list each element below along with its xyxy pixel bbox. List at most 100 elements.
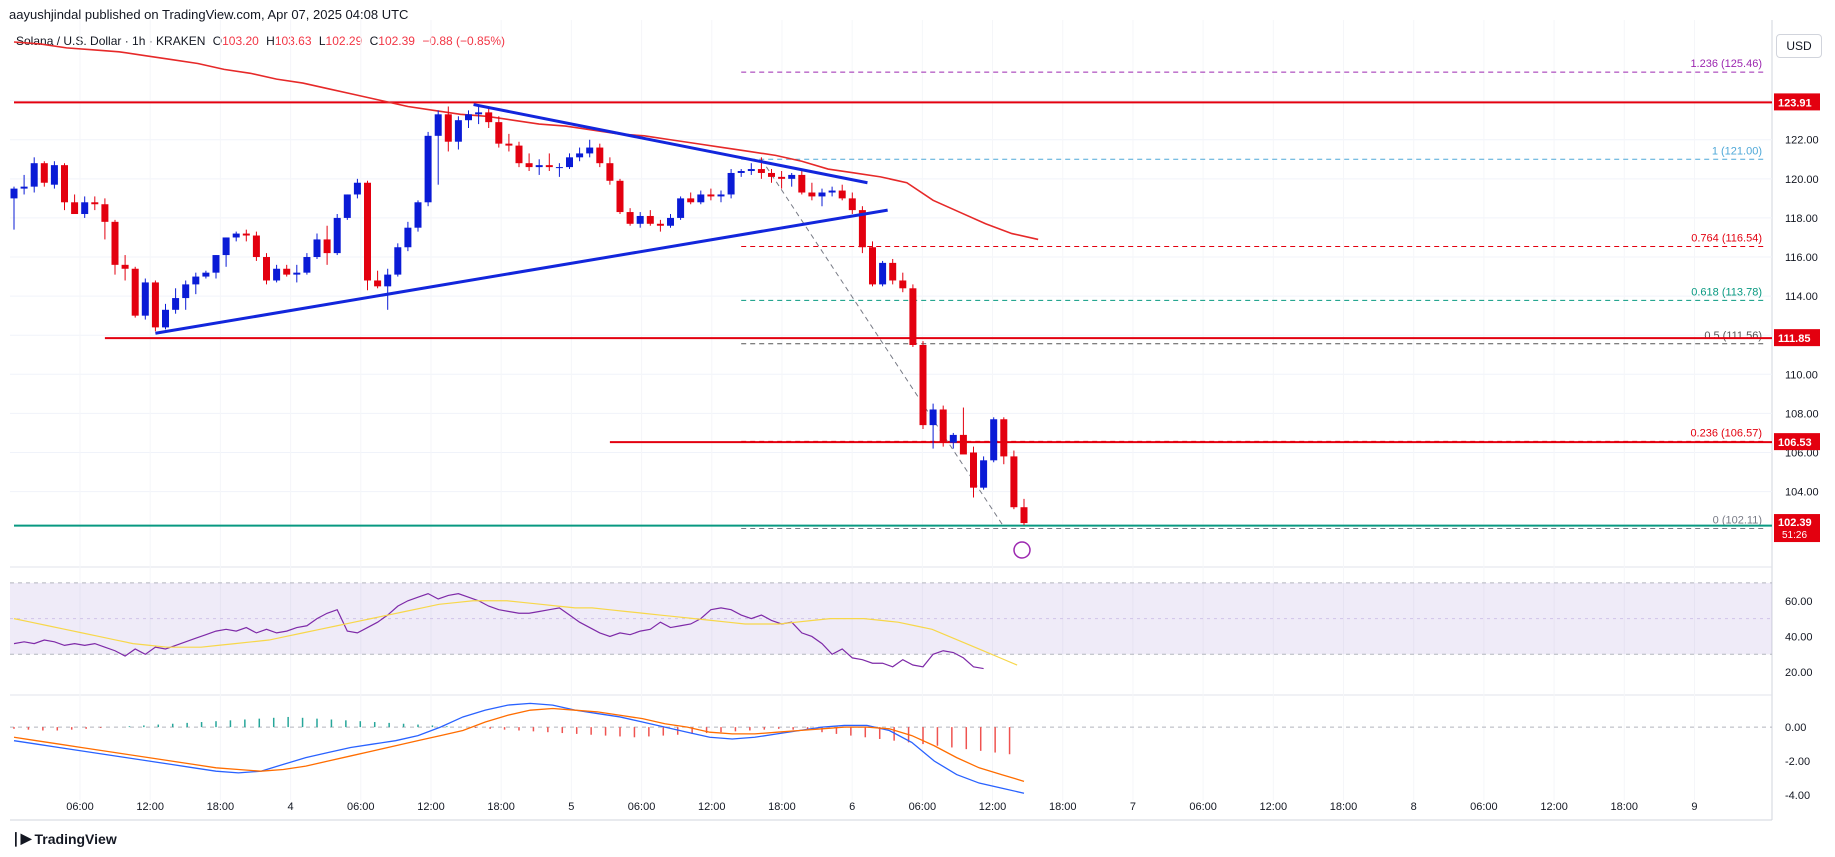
- x-tick-label: 4: [288, 801, 294, 813]
- candle-body: [646, 215, 654, 224]
- candle-body: [40, 163, 48, 183]
- lightning-icon: [1013, 541, 1031, 559]
- x-tick-label: 6: [849, 801, 855, 813]
- trendline: [155, 208, 888, 335]
- y-tick-label: 118.00: [1785, 213, 1818, 225]
- current-price-tag: [1774, 514, 1820, 543]
- candle-body: [768, 172, 775, 177]
- rsi-tick-label: 60.00: [1785, 596, 1813, 608]
- x-tick-label: 12:00: [1540, 801, 1568, 813]
- rsi-line: [13, 592, 984, 670]
- panes-layer: [10, 582, 1772, 794]
- candle-body: [1010, 456, 1018, 508]
- y-tick-label: 114.00: [1785, 291, 1818, 303]
- candle-body: [909, 288, 917, 345]
- candle-body: [707, 194, 715, 197]
- candle-body: [273, 268, 281, 281]
- level-tag-label: 106.53: [1778, 437, 1812, 449]
- open-label: O: [212, 34, 223, 48]
- close-label: C: [369, 34, 379, 48]
- candle-body: [677, 198, 685, 218]
- y-tick-label: 122.00: [1785, 135, 1819, 147]
- candle-body: [596, 147, 604, 164]
- close-value: 102.39: [378, 34, 415, 48]
- level-tag: [1774, 329, 1820, 347]
- x-tick-label: 18:00: [1611, 801, 1639, 813]
- candle-body: [515, 145, 523, 164]
- macd-tick-label: 0.00: [1785, 722, 1806, 734]
- candle-body: [263, 257, 270, 281]
- y-tick-label: 108.00: [1785, 408, 1819, 420]
- candle-body: [858, 210, 866, 248]
- fib-level-label: 1.236 (125.46): [1690, 58, 1762, 70]
- candle-body: [747, 169, 755, 172]
- candle-body: [899, 280, 907, 289]
- currency-selector[interactable]: USD: [1776, 34, 1822, 58]
- candle-body: [980, 460, 988, 488]
- candle-body: [818, 192, 826, 197]
- candle-body: [717, 194, 725, 197]
- candle-body: [1020, 507, 1028, 524]
- candle-body: [656, 223, 664, 226]
- candle-body: [990, 419, 998, 461]
- candle-body: [20, 186, 28, 189]
- candle-body: [81, 202, 89, 215]
- candle-body: [919, 344, 927, 426]
- candle-body: [323, 239, 331, 254]
- rsi-ma-line: [13, 600, 1018, 666]
- x-tick-label: 18:00: [207, 801, 235, 813]
- y-tick-label: 116.00: [1785, 252, 1818, 264]
- rsi-tick-label: 40.00: [1785, 631, 1813, 643]
- footer-brand: TradingView: [34, 830, 117, 847]
- candle-body: [838, 190, 846, 199]
- axis-layer: 104.00106.00108.00110.00112.00114.00116.…: [66, 93, 1820, 813]
- candle-body: [101, 204, 109, 222]
- candle-body: [141, 282, 149, 316]
- candle-body: [697, 194, 705, 203]
- change-value: −0.88 (−0.85%): [422, 34, 506, 48]
- rsi-band: [10, 582, 1772, 655]
- candle-body: [869, 247, 876, 285]
- x-tick-label: 06:00: [1189, 801, 1217, 813]
- candle-body: [576, 153, 584, 158]
- high-label: H: [266, 34, 275, 48]
- tradingview-footer[interactable]: ❘▶ TradingView: [10, 830, 117, 847]
- candle-body: [202, 272, 210, 277]
- candle-body: [242, 233, 250, 236]
- candle-body: [364, 182, 371, 281]
- current-price-label: 102.39: [1778, 517, 1812, 529]
- symbol-name[interactable]: Solana / U.S. Dollar · 1h · KRAKEN: [16, 34, 206, 48]
- candle-body: [485, 112, 493, 123]
- x-tick-label: 06:00: [1470, 801, 1498, 813]
- candle-body: [404, 227, 412, 248]
- level-tag-label: 123.91: [1778, 97, 1812, 109]
- candle-body: [232, 233, 240, 238]
- candle-body: [626, 212, 634, 224]
- high-value: 103.63: [274, 34, 312, 48]
- candle-body: [444, 114, 452, 142]
- candle-body: [495, 122, 503, 144]
- candle-body: [394, 247, 402, 275]
- candle-body: [212, 255, 220, 273]
- x-tick-label: 12:00: [1260, 801, 1288, 813]
- x-tick-label: 18:00: [768, 801, 796, 813]
- fib-level-label: 0.5 (111.56): [1704, 330, 1762, 342]
- candle-body: [687, 198, 695, 203]
- candle-body: [606, 163, 614, 181]
- candle-body: [131, 268, 139, 316]
- candle-body: [30, 163, 38, 187]
- level-tag: [1774, 433, 1820, 451]
- fib-level-label: 1 (121.00): [1712, 145, 1762, 157]
- x-tick-label: 18:00: [1330, 801, 1358, 813]
- candle-body: [71, 202, 79, 215]
- candle-body: [172, 298, 180, 310]
- low-label: L: [318, 34, 326, 48]
- candle-body: [293, 272, 301, 275]
- candle-body: [374, 280, 382, 287]
- candle-body: [929, 409, 937, 426]
- candle-body: [525, 163, 533, 168]
- candle-body: [667, 217, 674, 226]
- publisher-header: aayushjindal published on TradingView.co…: [9, 7, 409, 22]
- x-tick-label: 18:00: [487, 801, 515, 813]
